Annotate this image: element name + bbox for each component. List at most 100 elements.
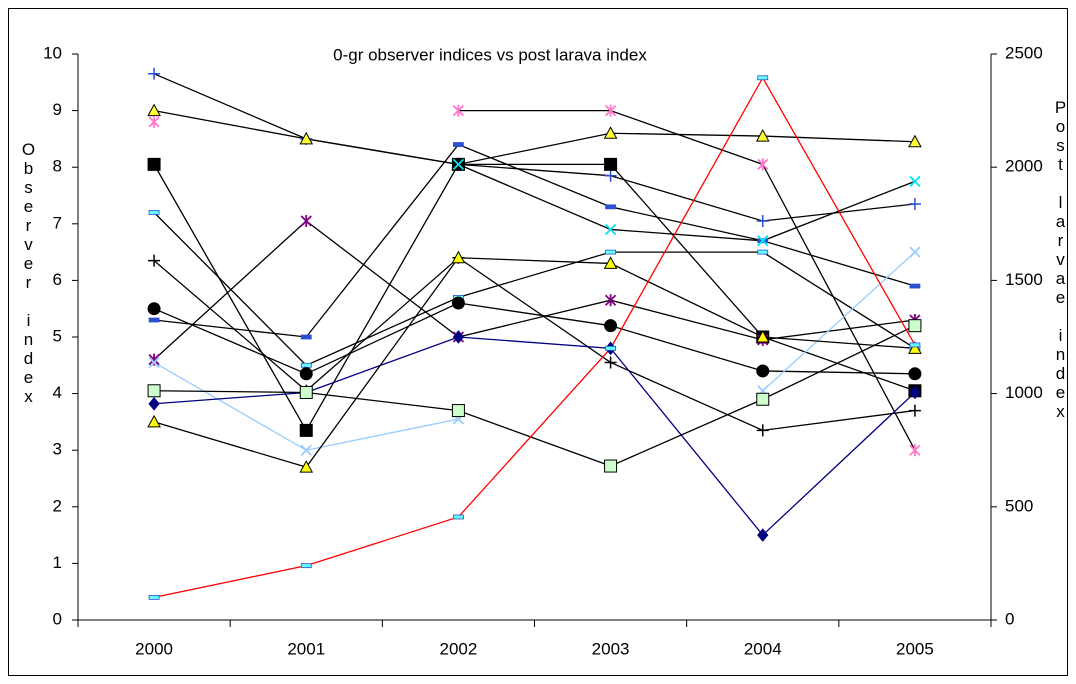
marker bbox=[605, 249, 616, 255]
marker bbox=[452, 104, 465, 117]
marker bbox=[756, 392, 770, 406]
marker bbox=[909, 175, 921, 187]
series-line bbox=[153, 212, 916, 367]
marker bbox=[148, 317, 160, 323]
marker bbox=[908, 404, 921, 417]
x-tick-label: 2005 bbox=[896, 639, 934, 658]
marker bbox=[148, 594, 160, 600]
marker bbox=[147, 384, 161, 398]
marker bbox=[757, 249, 769, 255]
marker bbox=[755, 329, 770, 343]
x-tick-label: 2001 bbox=[287, 639, 325, 658]
marker bbox=[908, 367, 922, 381]
marker bbox=[148, 397, 160, 411]
marker bbox=[605, 204, 616, 210]
marker bbox=[757, 75, 769, 81]
y2-tick-label: 2500 bbox=[1005, 43, 1043, 62]
series-line bbox=[153, 257, 915, 468]
marker bbox=[148, 115, 160, 128]
marker bbox=[300, 563, 312, 569]
marker bbox=[756, 424, 769, 437]
marker bbox=[909, 342, 921, 348]
marker bbox=[604, 223, 617, 236]
marker bbox=[909, 385, 921, 400]
y-tick-label: 3 bbox=[53, 440, 62, 459]
series-line bbox=[153, 163, 916, 432]
marker bbox=[604, 356, 617, 369]
marker bbox=[603, 126, 618, 139]
marker bbox=[604, 294, 617, 307]
marker bbox=[147, 302, 161, 316]
marker bbox=[299, 460, 314, 473]
marker bbox=[604, 319, 618, 333]
marker bbox=[147, 414, 161, 428]
marker bbox=[757, 528, 769, 542]
marker bbox=[299, 423, 313, 437]
marker bbox=[756, 364, 770, 378]
marker bbox=[300, 362, 312, 368]
marker bbox=[603, 256, 618, 269]
y2-tick-label: 1500 bbox=[1005, 270, 1043, 289]
marker bbox=[604, 104, 617, 117]
marker bbox=[908, 341, 922, 354]
x-tick-label: 2002 bbox=[440, 639, 478, 658]
y-tick-label: 6 bbox=[53, 270, 62, 289]
marker bbox=[148, 210, 160, 215]
marker bbox=[604, 459, 618, 473]
marker bbox=[604, 169, 617, 182]
marker bbox=[299, 385, 313, 399]
y-tick-label: 5 bbox=[53, 326, 62, 345]
y-tick-label: 0 bbox=[53, 609, 62, 628]
marker bbox=[451, 296, 465, 310]
marker bbox=[300, 214, 312, 227]
y-tick-label: 9 bbox=[53, 100, 62, 119]
series-line bbox=[153, 256, 916, 432]
marker bbox=[909, 283, 921, 289]
marker bbox=[451, 250, 466, 264]
chart-title: 0-gr observer indices vs post larava ind… bbox=[333, 45, 647, 64]
y2-tick-label: 0 bbox=[1005, 609, 1014, 628]
marker bbox=[908, 197, 921, 210]
y2-axis-label: Post larvae index bbox=[1051, 98, 1070, 421]
marker bbox=[451, 404, 465, 418]
marker bbox=[299, 131, 314, 145]
series-line bbox=[153, 73, 915, 222]
series-line bbox=[154, 336, 916, 537]
y-tick-label: 2 bbox=[53, 496, 62, 515]
x-tick-label: 2000 bbox=[135, 639, 173, 658]
marker bbox=[453, 142, 464, 147]
marker bbox=[453, 514, 464, 520]
marker bbox=[604, 157, 618, 171]
y2-tick-label: 2000 bbox=[1005, 157, 1043, 176]
y-axis-label: Observer index bbox=[19, 140, 38, 406]
marker bbox=[605, 345, 616, 351]
marker bbox=[908, 319, 922, 333]
marker bbox=[756, 214, 769, 227]
y-tick-label: 10 bbox=[43, 43, 62, 62]
marker bbox=[147, 103, 161, 117]
y-tick-label: 8 bbox=[53, 157, 62, 176]
series-line bbox=[153, 109, 915, 166]
x-tick-label: 2003 bbox=[592, 639, 630, 658]
marker bbox=[148, 356, 160, 369]
y2-tick-label: 500 bbox=[1005, 496, 1033, 515]
marker bbox=[299, 367, 313, 381]
series-line bbox=[153, 220, 916, 361]
y2-tick-label: 1000 bbox=[1005, 383, 1043, 402]
marker bbox=[757, 235, 769, 247]
marker bbox=[300, 334, 312, 340]
marker bbox=[300, 444, 312, 456]
marker bbox=[908, 134, 922, 148]
series-line bbox=[154, 325, 916, 467]
y-tick-label: 4 bbox=[53, 383, 62, 402]
marker bbox=[909, 246, 921, 258]
marker bbox=[909, 444, 921, 457]
series-line bbox=[153, 302, 915, 375]
marker bbox=[757, 158, 769, 171]
marker bbox=[147, 157, 161, 171]
series-line bbox=[458, 109, 916, 451]
chart-frame bbox=[8, 8, 1068, 676]
marker bbox=[452, 158, 465, 171]
